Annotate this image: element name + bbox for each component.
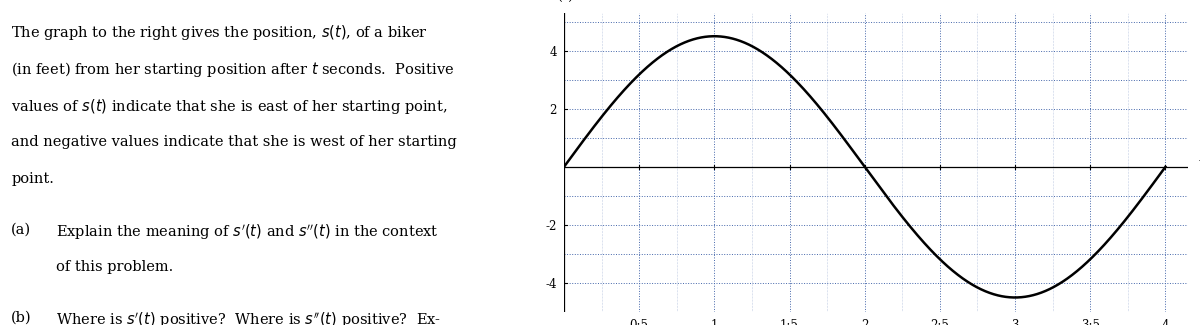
Text: t: t xyxy=(1199,157,1200,170)
Text: Where is $s'(t)$ positive?  Where is $s''(t)$ positive?  Ex-: Where is $s'(t)$ positive? Where is $s''… xyxy=(56,310,442,325)
Text: and negative values indicate that she is west of her starting: and negative values indicate that she is… xyxy=(11,135,457,149)
Text: s(t): s(t) xyxy=(552,0,574,4)
Text: (a): (a) xyxy=(11,223,31,237)
Text: Explain the meaning of $s'(t)$ and $s''(t)$ in the context: Explain the meaning of $s'(t)$ and $s''(… xyxy=(56,223,439,242)
Text: (in feet) from her starting position after $t$ seconds.  Positive: (in feet) from her starting position aft… xyxy=(11,60,455,79)
Text: of this problem.: of this problem. xyxy=(56,260,174,274)
Text: (b): (b) xyxy=(11,310,32,324)
Text: The graph to the right gives the position, $s(t)$, of a biker: The graph to the right gives the positio… xyxy=(11,23,428,42)
Text: point.: point. xyxy=(11,172,54,186)
Text: values of $s(t)$ indicate that she is east of her starting point,: values of $s(t)$ indicate that she is ea… xyxy=(11,98,448,116)
